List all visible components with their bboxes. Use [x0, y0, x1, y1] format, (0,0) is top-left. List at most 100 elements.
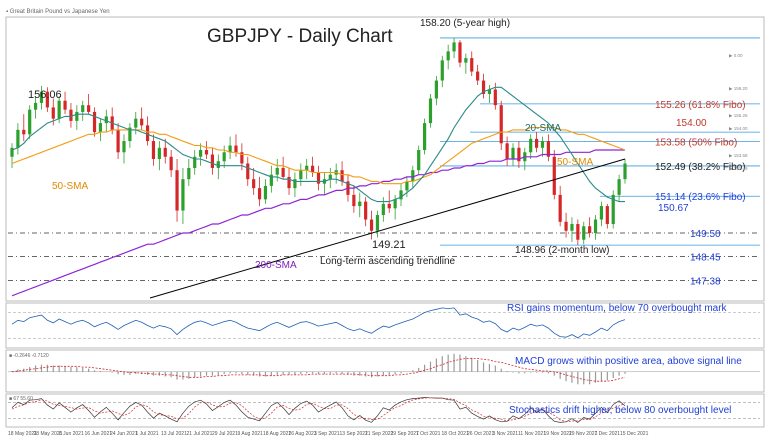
fibo-label: 148.45 — [690, 253, 721, 264]
candle-body — [104, 116, 108, 124]
candle-body — [352, 194, 356, 207]
macd-caption: MACD grows within positive area, above s… — [515, 356, 742, 367]
x-tick-label: 29 Jul 2021 — [212, 431, 238, 437]
candle-body — [358, 201, 362, 207]
candle-body — [122, 141, 126, 153]
sma50-line — [11, 127, 626, 185]
candle-body — [546, 141, 550, 157]
side-price-marker: ▶ 158.20 — [729, 86, 748, 91]
candle-body — [311, 165, 315, 173]
candle-body — [228, 145, 232, 153]
level-labels: 158.20 (5-year high) 155.26 (61.8% Fibo) 1… — [420, 18, 746, 288]
candle-body — [540, 141, 545, 148]
instrument-caption: ▪ Great Britain Pound vs Japanese Yen — [6, 9, 110, 15]
candle-body — [116, 129, 120, 153]
candle-body — [128, 127, 132, 142]
x-tick-label: 18 Aug 2021 — [263, 431, 291, 437]
price-panel-frame — [5, 16, 765, 302]
candle-body — [157, 147, 161, 159]
candle-body — [28, 109, 32, 135]
macd-panel: ■ -0.2646 -0.7120 MACD grows within posi… — [5, 349, 765, 393]
candle-body — [57, 100, 61, 119]
candle-body — [69, 109, 73, 121]
high-2021-label: 156.06 — [28, 89, 62, 101]
candle-body — [464, 58, 468, 63]
fibo-label: 158.20 (5-year high) — [420, 18, 510, 29]
candle-body — [45, 91, 49, 108]
candle-body — [605, 206, 609, 225]
candle-body — [570, 224, 574, 231]
macd-lines — [8, 353, 760, 385]
macd-signal-line — [11, 358, 626, 382]
candle-body — [92, 111, 97, 133]
x-tick-label: 13 Sep 2021 — [340, 431, 369, 437]
stochastics-panel-frame — [5, 393, 765, 428]
candle-body — [399, 190, 403, 200]
candle-body — [405, 181, 409, 191]
candle-body — [617, 179, 621, 195]
x-tick-label: 3 Nov 2021 — [493, 431, 519, 437]
candle-body — [10, 147, 14, 157]
candle-body — [187, 167, 191, 180]
fibo-label: 151.14 (23.6% Fibo) — [655, 192, 746, 203]
x-tick-label: 9 Aug 2021 — [238, 431, 264, 437]
fibo-label: 155.26 (61.8% Fibo) — [655, 100, 746, 111]
candle-body — [33, 102, 38, 110]
fibo-label: 152.49 (38.2% Fibo) — [655, 162, 746, 173]
sma200-label: 200-SMA — [255, 260, 297, 271]
candle-body — [558, 194, 562, 222]
side-price-marker: ▶ 152.49 — [729, 166, 748, 171]
candle-body — [140, 118, 144, 126]
candle-body — [98, 123, 103, 133]
stochastics-lines — [8, 397, 760, 423]
stochastics-caption: Stochastics drift higher, below 80 overb… — [509, 405, 731, 416]
fibo-label: 149.50 — [690, 229, 721, 240]
candle-body — [446, 51, 450, 61]
x-tick-label: 11 Nov 2021 — [518, 431, 546, 437]
candle-body — [246, 163, 250, 180]
x-tick-label: 16 Jun 2021 — [85, 431, 113, 437]
rsi-caption: RSI gains momentum, below 70 overbought … — [507, 303, 728, 314]
candle-body — [593, 219, 598, 233]
price-panel: 158.20 (5-year high) 155.26 (61.8% Fibo) 1… — [5, 16, 765, 302]
candle-body — [51, 107, 55, 119]
candle-body — [411, 170, 415, 182]
x-tick-label: 7 Dec 2021 — [595, 431, 621, 437]
trendline-label: Long-term ascending trendline — [320, 256, 456, 267]
x-tick-label: 7 Oct 2021 — [416, 431, 441, 437]
chart-title: GBPJPY - Daily Chart — [207, 26, 393, 47]
candle-body — [552, 156, 556, 195]
candle-body — [599, 206, 604, 220]
candle-body — [193, 156, 197, 168]
candle-body — [375, 215, 380, 231]
candles — [10, 37, 627, 246]
candle-body — [369, 219, 374, 231]
candle-body — [511, 147, 515, 159]
candle-body — [393, 199, 397, 209]
trendline-group — [149, 158, 626, 299]
stochastics-d-line — [11, 397, 626, 423]
x-tick-label: 19 Nov 2021 — [544, 431, 573, 437]
candle-body — [204, 150, 209, 155]
candle-body — [39, 91, 44, 103]
candle-body — [281, 167, 285, 177]
candle-body — [63, 100, 67, 110]
candle-body — [263, 185, 268, 200]
candle-body — [199, 150, 203, 157]
candle-body — [163, 147, 167, 157]
side-price-marker: ▶ 0.00 — [729, 53, 743, 58]
candle-body — [181, 179, 185, 211]
candle-body — [16, 129, 20, 148]
candle-body — [234, 145, 238, 153]
candle-body — [452, 42, 456, 52]
x-tick-label: 8 Jun 2021 — [59, 431, 84, 437]
fibo-label: 150.67 — [658, 203, 689, 214]
candle-body — [517, 147, 521, 162]
candle-body — [364, 201, 368, 220]
candle-body — [576, 224, 580, 240]
candle-body — [476, 71, 480, 81]
fibo-label: 147.38 — [690, 277, 721, 288]
x-tick-label: 21 Jul 2021 — [187, 431, 213, 437]
